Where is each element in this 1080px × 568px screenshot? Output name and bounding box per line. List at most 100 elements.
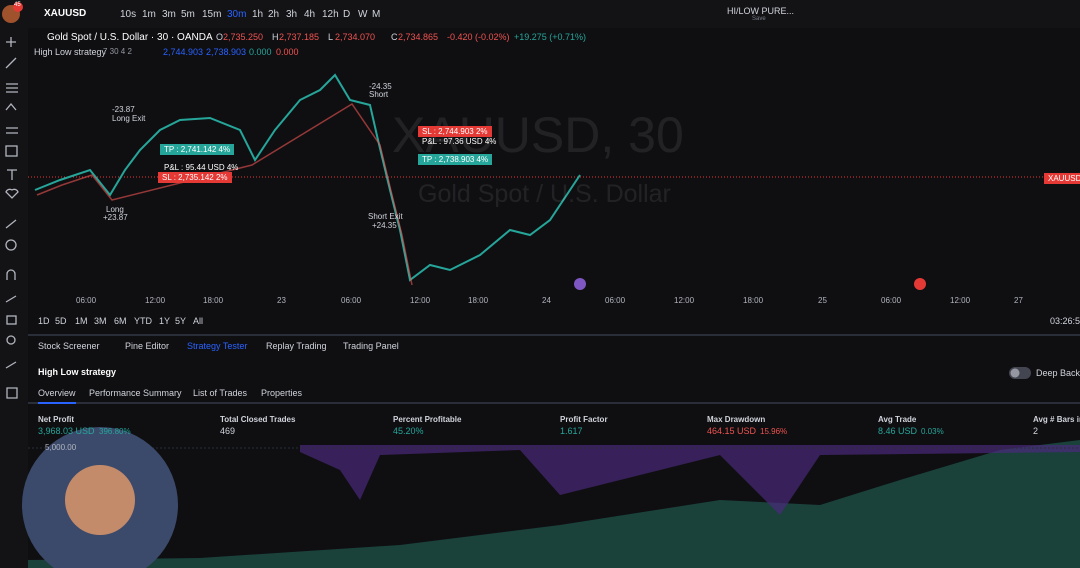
metric-percent: 0.03% <box>921 427 944 436</box>
panel-tab[interactable]: Replay Trading <box>266 341 327 351</box>
ohlc-label: O <box>216 32 224 42</box>
interval-button[interactable]: 5m <box>181 9 195 20</box>
strategy-name: High Low strategy <box>38 367 117 377</box>
metric-label: Total Closed Trades <box>220 415 296 424</box>
deep-backtesting: Deep Backt <box>1036 368 1080 378</box>
range-button[interactable]: All <box>193 316 204 326</box>
interval-button[interactable]: M <box>372 9 381 20</box>
change: -0.420 (-0.02%) <box>447 32 510 42</box>
ohlc-value: 2,734.070 <box>335 32 376 42</box>
trade-marker-label: Long <box>106 205 124 214</box>
metric-value: 1.617 <box>560 426 583 436</box>
ohlc-label: L <box>328 32 334 42</box>
time-label: 27 <box>1014 296 1023 305</box>
indicator-value: 0.000 <box>249 47 272 57</box>
interval-button[interactable]: W <box>358 9 368 20</box>
time-label: 23 <box>277 296 286 305</box>
time-label: 06:00 <box>341 296 362 305</box>
flag-icon <box>914 278 926 290</box>
trade-marker-price: +23.87 <box>103 213 128 222</box>
ohlc-label: C <box>391 32 398 42</box>
time-label: 18:00 <box>468 296 489 305</box>
interval-button[interactable]: 1m <box>142 9 156 20</box>
range-button[interactable]: 5D <box>55 316 67 326</box>
equity-area <box>28 440 1080 568</box>
indicator-value: 2,744.903 <box>163 47 204 57</box>
interval-button[interactable]: 10s <box>120 9 137 20</box>
order-box: P&L : 97.36 USD 4% <box>422 137 497 146</box>
panel-tab[interactable]: Strategy Tester <box>187 341 248 351</box>
equity-axis-label: 5,000.00 <box>45 443 77 452</box>
metric-value: 464.15 USD <box>707 426 757 436</box>
metric-value: 45.20% <box>393 426 424 436</box>
trade-marker-label: Short <box>369 90 389 99</box>
divider <box>28 334 1080 336</box>
metric-value: 8.46 USD <box>878 426 918 436</box>
order-box: P&L : 95.44 USD 4% <box>164 163 239 172</box>
panel-tab[interactable]: Pine Editor <box>125 341 170 351</box>
indicator-value: 2,738.903 <box>206 47 247 57</box>
event-icon <box>574 278 586 290</box>
interval-button[interactable]: 4h <box>304 9 316 20</box>
metric-percent: 15.96% <box>760 427 788 436</box>
divider <box>28 402 1080 404</box>
sub-tab[interactable]: Overview <box>38 388 76 404</box>
ohlc-label: H <box>272 32 279 42</box>
trade-marker-label: Short Exit <box>368 212 403 221</box>
range-button[interactable]: 1Y <box>159 316 171 326</box>
indicator-name: High Low strategy <box>34 47 107 57</box>
ohlc-value: 2,737.185 <box>279 32 320 42</box>
indicator-params: 7 30 4 2 <box>103 47 132 56</box>
time-label: 12:00 <box>410 296 431 305</box>
time-label: 12:00 <box>145 296 166 305</box>
metric-label: Avg Trade <box>878 415 917 424</box>
range-button[interactable]: 6M <box>114 316 127 326</box>
interval-button[interactable]: 2h <box>268 9 280 20</box>
metric-value: 469 <box>220 426 236 436</box>
trade-marker-price: -23.87 <box>112 105 135 114</box>
interval-button[interactable]: D <box>343 9 351 20</box>
metric-label: Avg # Bars in <box>1033 415 1080 424</box>
time-label: 18:00 <box>743 296 764 305</box>
order-box: TP : 2,738.903 4% <box>418 154 493 165</box>
interval-button[interactable]: 30m <box>227 9 247 20</box>
time-label: 18:00 <box>203 296 224 305</box>
avatar-badge-dot <box>13 2 23 12</box>
panel-tab[interactable]: Stock Screener <box>38 341 100 351</box>
interval-button[interactable]: 3h <box>286 9 298 20</box>
sub-tab[interactable]: List of Trades <box>193 388 248 398</box>
metric-label: Profit Factor <box>560 415 608 424</box>
time-label: 12:00 <box>674 296 695 305</box>
clock: 03:26:5 <box>1050 316 1080 326</box>
order-box: SL : 2,735.142 2% <box>158 172 232 183</box>
drawdown-area <box>300 445 1080 515</box>
time-label: 06:00 <box>881 296 902 305</box>
change-period: +19.275 (+0.71%) <box>514 32 587 42</box>
top-bar <box>0 0 1080 28</box>
range-button[interactable]: YTD <box>134 316 152 326</box>
price-path <box>34 73 581 282</box>
panel-tab[interactable]: Trading Panel <box>343 341 399 351</box>
range-button[interactable]: 1D <box>38 316 50 326</box>
time-label: 25 <box>818 296 827 305</box>
sub-tab[interactable]: Performance Summary <box>89 388 182 398</box>
range-bar <box>28 310 1080 332</box>
webcam-face <box>65 465 135 535</box>
range-button[interactable]: 1M <box>75 316 88 326</box>
interval-button[interactable]: 12h <box>322 9 339 20</box>
metric-label: Max Drawdown <box>707 415 766 424</box>
tool-icons <box>5 37 19 399</box>
metric-value: 2 <box>1033 426 1039 436</box>
interval-button[interactable]: 15m <box>202 9 222 20</box>
trade-marker-price: -24.35 <box>369 82 392 91</box>
metric-percent: 396.80% <box>99 427 131 436</box>
interval-button[interactable]: 1h <box>252 9 264 20</box>
range-button[interactable]: 3M <box>94 316 107 326</box>
layout-name[interactable]: HI/LOW PURE... <box>727 6 795 16</box>
symbol[interactable]: XAUUSD <box>44 8 87 19</box>
range-button[interactable]: 5Y <box>175 316 187 326</box>
interval-button[interactable]: 3m <box>162 9 176 20</box>
sub-tab[interactable]: Properties <box>261 388 303 398</box>
